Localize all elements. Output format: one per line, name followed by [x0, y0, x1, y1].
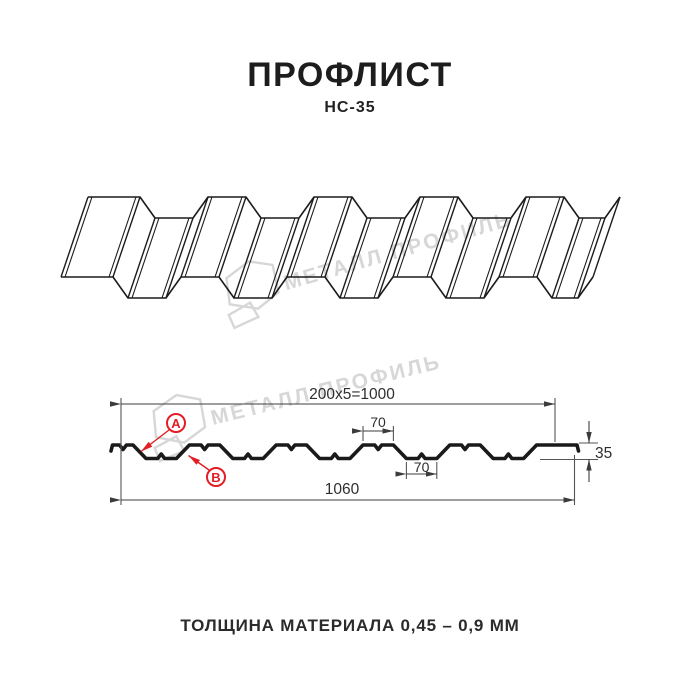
sheet-line	[64, 196, 93, 278]
sheet-line	[60, 196, 89, 278]
watermark-logo-lower: МЕТАЛЛ ПРОФИЛЬ	[152, 350, 444, 463]
sheet-line	[180, 196, 209, 278]
sheet-line	[218, 196, 247, 278]
sheet-line	[377, 217, 406, 299]
thickness-note: ТОЛЩИНА МАТЕРИАЛА 0,45 – 0,9 ММ	[180, 616, 520, 635]
sheet-line	[555, 217, 584, 299]
sheet-line	[233, 217, 262, 299]
sheet-line	[320, 196, 349, 278]
sheet-line	[286, 196, 315, 278]
sheet-line	[184, 196, 213, 278]
callout-arrow-a	[140, 429, 170, 453]
sheet-line	[430, 196, 459, 278]
sheet-line	[161, 217, 190, 299]
dimension-labels: 200x5=1000 1060 70 70 35	[309, 386, 612, 498]
sheet-line	[483, 217, 512, 299]
sheet-line	[324, 196, 353, 278]
sheet-line	[498, 196, 527, 278]
page-title: ПРОФЛИСТ	[247, 56, 453, 94]
sheet-line	[392, 196, 421, 278]
sheet-line	[536, 196, 565, 278]
profile-outline	[109, 443, 581, 461]
profiled-sheet-3d-view	[60, 196, 621, 299]
sheet-line	[131, 217, 160, 299]
sheet-line	[339, 217, 368, 299]
sheet-line	[61, 276, 594, 299]
sheet-line	[573, 217, 602, 299]
sheet-line	[127, 217, 156, 299]
dim-label-height: 35	[595, 445, 612, 462]
watermark-logo-upper: МЕТАЛЛ ПРОФИЛЬ	[225, 208, 515, 330]
sheet-line	[271, 217, 300, 299]
dim-label-rib-bottom: 70	[414, 459, 430, 475]
sheet-line	[112, 196, 141, 278]
profile-model-label: НС-35	[324, 99, 376, 116]
sheet-line	[290, 196, 319, 278]
sheet-line	[445, 217, 474, 299]
sheet-line	[426, 196, 455, 278]
cross-section-view	[109, 443, 581, 461]
callout-marker-a: А	[140, 413, 186, 453]
sheet-line	[551, 217, 580, 299]
dim-label-rib-top: 70	[370, 414, 386, 430]
sheet-line	[577, 217, 606, 299]
watermark-text-upper: МЕТАЛЛ ПРОФИЛЬ	[281, 208, 515, 295]
dim-label-coverage: 200x5=1000	[309, 386, 395, 403]
sheet-line	[88, 196, 621, 219]
callout-label-a: А	[171, 416, 181, 431]
callout-marker-b: В	[188, 454, 226, 487]
sheet-line	[396, 196, 425, 278]
sheet-line	[373, 217, 402, 299]
sheet-line	[449, 217, 478, 299]
sheet-line	[532, 196, 561, 278]
sheet-line	[214, 196, 243, 278]
dimension-lines	[110, 398, 598, 505]
sheet-line	[237, 217, 266, 299]
sheet-line	[165, 217, 194, 299]
sheet-line	[267, 217, 296, 299]
dim-label-overall: 1060	[325, 481, 360, 498]
callout-arrow-b	[188, 454, 210, 471]
sheet-line	[502, 196, 531, 278]
sheet-line	[343, 217, 372, 299]
sheet-line	[108, 196, 137, 278]
sheet-line	[479, 217, 508, 299]
callout-label-b: В	[211, 470, 220, 485]
sheet-line	[592, 196, 621, 278]
